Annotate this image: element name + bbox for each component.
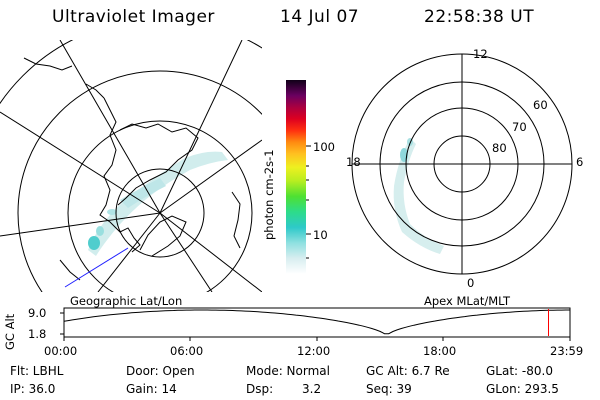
dsp-value: 3.2 — [302, 382, 322, 396]
mlt-label-18: 18 — [346, 155, 361, 169]
orbit-ylabel: GC Alt — [3, 313, 17, 350]
colorbar-unit-label: photon cm-2s-1 — [262, 149, 276, 240]
glon-info: GLon: 293.5 — [486, 382, 559, 396]
orbit-altitude-plot — [60, 307, 571, 341]
mlt-label-6: 6 — [576, 155, 584, 169]
ip-info: IP: 36.0 — [10, 382, 56, 396]
colorbar-tick-10: 10 — [313, 228, 328, 242]
coastlines — [23, 57, 241, 281]
date-label: 14 Jul 07 — [280, 7, 360, 27]
instrument-title: Ultraviolet Imager — [52, 7, 215, 27]
mlt-label-12: 12 — [473, 47, 488, 61]
altitude-curve — [63, 309, 570, 335]
mlt-label-0: 0 — [467, 276, 475, 290]
aurora-emission-mag — [393, 138, 444, 254]
magnetic-polar-plot — [351, 53, 573, 275]
gc-alt-info: GC Alt: 6.7 Re — [366, 364, 450, 378]
time-label: 22:58:38 UT — [424, 7, 535, 27]
orbit-xtick-1800: 18:00 — [423, 344, 457, 358]
mlat-label-60: 60 — [533, 98, 548, 112]
seq-info: Seq: 39 — [366, 382, 412, 396]
terminator-line — [64, 247, 129, 288]
geographic-map — [0, 40, 262, 292]
aurora-emission-geo — [88, 151, 228, 256]
geo-grid — [0, 40, 262, 292]
orbit-xtick-0600: 06:00 — [170, 344, 204, 358]
dsp-label: Dsp: — [246, 382, 274, 396]
mode-info: Mode: Normal — [246, 364, 330, 378]
colorbar-ticks — [306, 145, 311, 259]
door-info: Door: Open — [126, 364, 195, 378]
orbit-ytick-min: 1.8 — [28, 327, 47, 341]
colorbar-tick-100: 100 — [313, 140, 335, 154]
orbit-xtick-1200: 12:00 — [297, 344, 331, 358]
gain-info: Gain: 14 — [126, 382, 177, 396]
orbit-xtick-2359: 23:59 — [550, 344, 584, 358]
mag-panel-label: Apex MLat/MLT — [424, 294, 511, 308]
orbit-ytick-max: 9.0 — [28, 306, 47, 320]
mlat-label-80: 80 — [492, 141, 507, 155]
orbit-xtick-0000: 00:00 — [44, 344, 78, 358]
geo-panel-label: Geographic Lat/Lon — [70, 294, 183, 308]
colorbar — [286, 80, 306, 274]
mlat-label-70: 70 — [512, 120, 527, 134]
glat-info: GLat: -80.0 — [486, 364, 553, 378]
filter-info: Flt: LBHL — [10, 364, 64, 378]
